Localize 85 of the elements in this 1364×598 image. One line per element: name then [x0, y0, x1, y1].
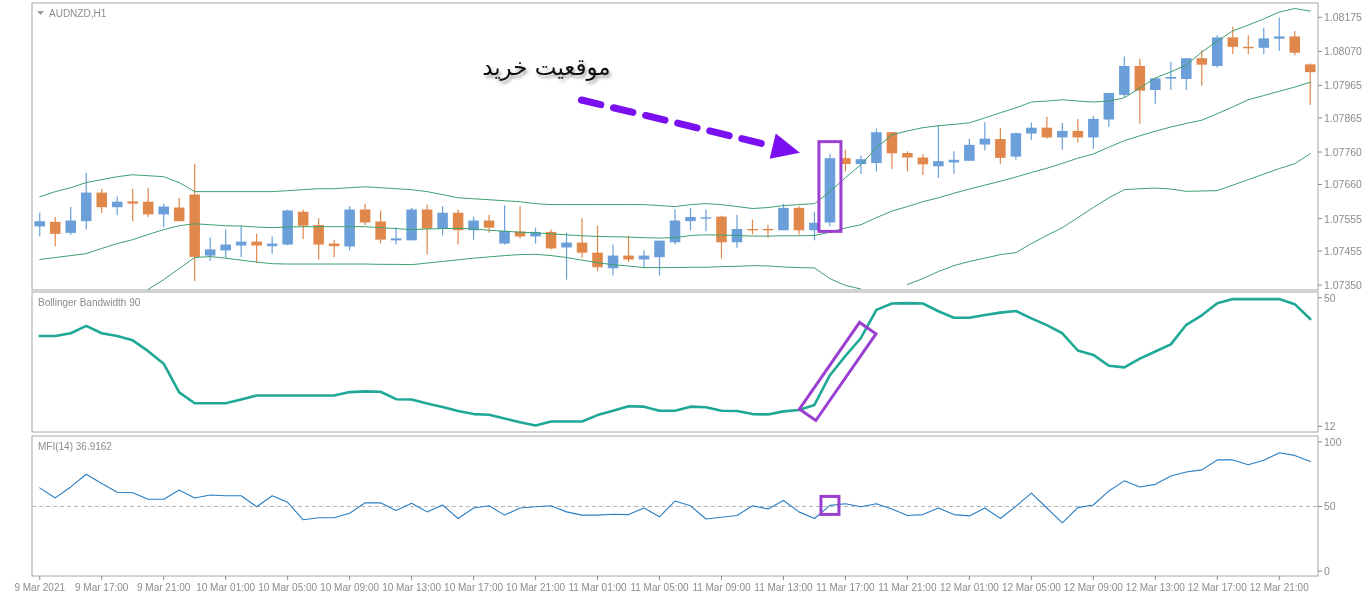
x-tick-label: 9 Mar 2021 [14, 582, 66, 593]
candlestick [235, 225, 247, 258]
x-tick-label: 12 Mar 05:00 [1001, 582, 1062, 593]
x-tick-label: 10 Mar 13:00 [382, 582, 442, 593]
text: MFI(14) 36.9162 [38, 441, 113, 452]
x-tick-label: 11 Mar 05:00 [630, 582, 690, 593]
candlestick [204, 236, 216, 262]
y-tick-label: 100 [1324, 435, 1342, 448]
y-tick-label: 1.07965 [1324, 79, 1363, 92]
candlestick [1304, 62, 1316, 106]
candlestick [1088, 115, 1099, 150]
candlestick [499, 204, 510, 246]
candlestick [902, 150, 913, 173]
candlestick [685, 207, 696, 231]
candlestick [359, 203, 371, 226]
candlestick [1258, 27, 1270, 55]
candlestick [375, 209, 386, 245]
y-tick-label: 1.08070 [1324, 45, 1363, 58]
x-tick-label: 12 Mar 13:00 [1125, 582, 1186, 593]
candlestick [1196, 49, 1208, 87]
candlestick [1057, 122, 1068, 151]
candlestick [1289, 30, 1301, 56]
candlestick [592, 225, 603, 272]
candlestick [576, 217, 588, 259]
candlestick [1150, 77, 1161, 105]
y-tick-label: 1.07760 [1324, 146, 1363, 159]
candlestick [1010, 131, 1022, 161]
candlestick [313, 217, 324, 261]
x-tick-label: 10 Mar 21:00 [506, 582, 566, 593]
candlestick [297, 208, 309, 240]
line-series [38, 297, 1312, 427]
candlestick [1274, 17, 1285, 52]
candlestick [1227, 26, 1239, 55]
candlestick [421, 204, 433, 256]
candlestick [778, 203, 789, 231]
x-tick-label: 10 Mar 17:00 [444, 582, 504, 593]
x-tick-label: 10 Mar 09:00 [320, 582, 380, 593]
candlestick [390, 226, 402, 246]
x-tick-label: 12 Mar 09:00 [1063, 582, 1124, 593]
candlestick [979, 121, 991, 151]
y-tick-label: 12 [1324, 420, 1336, 433]
x-tick-label: 11 Mar 17:00 [816, 582, 875, 593]
candlestick [96, 188, 107, 214]
candlestick [700, 208, 712, 232]
x-tick-label: 11 Mar 01:00 [568, 582, 628, 593]
annotation: موقعیت خرید [482, 54, 611, 81]
candlestick [793, 205, 805, 236]
candlestick [1165, 61, 1177, 91]
x-tick-label: 12 Mar 01:00 [939, 582, 1000, 593]
x-tick-label: 10 Mar 01:00 [196, 582, 256, 593]
y-tick-label: 1.07660 [1324, 178, 1363, 191]
y-tick-label: 1.07350 [1324, 279, 1363, 292]
candlestick [251, 233, 262, 264]
candlestick [49, 216, 61, 247]
y-tick-label: 1.08175 [1324, 11, 1363, 24]
x-tick-label: 12 Mar 17:00 [1187, 582, 1248, 593]
candlestick [483, 214, 495, 234]
y-tick-label: 1.07455 [1324, 245, 1363, 258]
x-tick-label: 11 Mar 21:00 [878, 582, 937, 593]
candlestick [995, 127, 1006, 165]
candlestick [127, 188, 138, 222]
candlestick [437, 205, 448, 237]
y-tick-label: 1.07865 [1324, 111, 1363, 124]
candlestick [158, 203, 169, 228]
candlestick [964, 138, 975, 162]
text: Bollinger Bandwidth 90 [38, 297, 141, 308]
x-tick-label: 11 Mar 09:00 [692, 582, 752, 593]
x-tick-label: 11 Mar 13:00 [754, 582, 813, 593]
y-tick-label: 50 [1324, 291, 1336, 304]
candlestick [654, 240, 665, 276]
line-series [39, 452, 1311, 524]
y-tick-label: 0 [1324, 565, 1330, 578]
x-tick-label: 9 Mar 17:00 [75, 582, 129, 593]
x-tick-label: 9 Mar 21:00 [137, 582, 191, 593]
candlestick [142, 187, 154, 218]
line-series [39, 81, 1311, 260]
y-tick-label: 50 [1324, 500, 1336, 513]
y-tick-label: 1.07555 [1324, 212, 1363, 225]
candlestick [34, 212, 46, 238]
x-tick-label: 12 Mar 21:00 [1249, 582, 1310, 593]
text: AUDNZD,H1 [49, 8, 107, 19]
candlestick [65, 206, 76, 236]
candlestick [933, 124, 944, 179]
candlestick [1181, 57, 1192, 91]
x-tick-label: 10 Mar 05:00 [258, 582, 318, 593]
